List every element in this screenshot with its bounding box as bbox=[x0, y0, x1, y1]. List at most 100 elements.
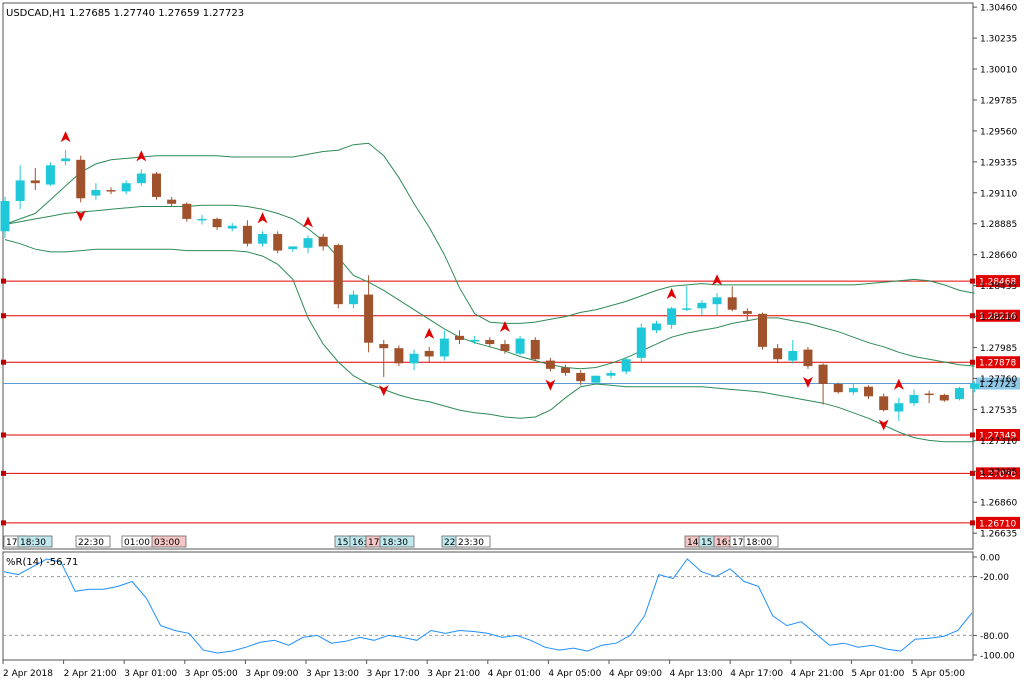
candle-bear bbox=[530, 339, 540, 360]
candle-bull bbox=[651, 323, 661, 331]
candle-bear bbox=[333, 245, 343, 305]
sell-arrow-icon bbox=[424, 327, 435, 339]
candle-bull bbox=[970, 383, 980, 389]
level-price-tag bbox=[976, 309, 1020, 322]
time-tick-label: 4 Apr 13:00 bbox=[670, 669, 723, 679]
time-tick-label: 3 Apr 13:00 bbox=[306, 669, 359, 679]
candle-bull bbox=[636, 327, 646, 358]
candle-bull bbox=[91, 190, 101, 196]
session-badge-label: 17: bbox=[368, 538, 382, 548]
price-tick-label: 1.28210 bbox=[980, 313, 1017, 323]
time-tick-label: 3 Apr 09:00 bbox=[245, 669, 298, 679]
session-badge bbox=[455, 535, 491, 548]
price-tick-label: 1.29335 bbox=[980, 158, 1017, 168]
price-tick-label: 1.29560 bbox=[980, 127, 1017, 137]
candle-bull bbox=[894, 403, 904, 412]
price-tick-label: 1.26635 bbox=[980, 530, 1017, 540]
session-badge-label: 15: bbox=[701, 538, 715, 548]
williams-r-series bbox=[3, 558, 973, 654]
level-price-label: 1.27349 bbox=[979, 431, 1016, 441]
price-tick-label: 1.30010 bbox=[980, 66, 1017, 76]
session-badge bbox=[75, 535, 111, 548]
candle-bear bbox=[803, 349, 813, 367]
session-badge-label: 01:00 bbox=[124, 538, 150, 548]
signal-arrows bbox=[60, 131, 904, 431]
candle-bear bbox=[394, 348, 404, 364]
current-price-tag bbox=[976, 377, 1020, 390]
candle-bull bbox=[848, 388, 858, 393]
sell-arrow-icon bbox=[893, 378, 904, 390]
level-price-tag bbox=[976, 516, 1020, 529]
indicator-tick-label: -80.00 bbox=[980, 632, 1009, 642]
candle-bear bbox=[242, 225, 252, 244]
level-price-label: 1.27070 bbox=[979, 470, 1016, 480]
price-tick-label: 1.28660 bbox=[980, 251, 1017, 261]
level-price-tag bbox=[976, 356, 1020, 369]
level-anchor-right bbox=[970, 470, 975, 476]
bollinger-upper-band bbox=[4, 142, 975, 324]
indicator-tick-label: -100.00 bbox=[980, 652, 1015, 662]
time-tick-label: 4 Apr 17:00 bbox=[730, 669, 783, 679]
candle-bear bbox=[833, 383, 843, 393]
candle-bull bbox=[227, 225, 237, 229]
candle-bear bbox=[30, 180, 40, 184]
candle-bear bbox=[500, 344, 510, 351]
price-tick-label: 1.28435 bbox=[980, 282, 1017, 292]
candle-bear bbox=[182, 203, 192, 219]
candle-bull bbox=[0, 201, 10, 232]
session-badge bbox=[151, 535, 187, 548]
session-badge-label: 16: bbox=[352, 538, 366, 548]
session-badge-label: 17: bbox=[732, 538, 746, 548]
candle-bull bbox=[515, 338, 525, 354]
candle-bear bbox=[152, 173, 161, 197]
price-tick-label: 1.30460 bbox=[980, 4, 1017, 14]
time-tick-label: 4 Apr 21:00 bbox=[791, 669, 844, 679]
sell-arrow-icon bbox=[60, 131, 71, 143]
level-price-tag bbox=[976, 275, 1020, 288]
time-tick-label: 4 Apr 01:00 bbox=[488, 669, 541, 679]
candle-bear bbox=[106, 190, 116, 192]
candle-bear bbox=[364, 294, 374, 343]
session-badge-label: 15: bbox=[337, 538, 351, 548]
session-badge-label: 16: bbox=[716, 538, 730, 548]
price-tick-label: 1.27310 bbox=[980, 437, 1017, 447]
level-price-label: 1.27878 bbox=[979, 359, 1016, 369]
candle-bull bbox=[197, 218, 207, 221]
candle-bear bbox=[545, 360, 555, 369]
sell-arrow-icon bbox=[136, 150, 147, 162]
level-price-tag bbox=[976, 428, 1020, 441]
level-anchor-right bbox=[970, 359, 975, 365]
time-tick-label: 3 Apr 05:00 bbox=[185, 669, 238, 679]
candle-bull bbox=[288, 246, 298, 250]
indicator-tick-label: 0.00 bbox=[980, 554, 1000, 564]
price-tick-label: 1.27760 bbox=[980, 375, 1017, 385]
main-plot-area bbox=[2, 2, 974, 550]
chart-title: USDCAD,H1 1.27685 1.27740 1.27659 1.2772… bbox=[6, 8, 244, 19]
level-anchor-left bbox=[1, 313, 6, 319]
time-tick-label: 2 Apr 21:00 bbox=[64, 669, 117, 679]
candle-bull bbox=[439, 338, 449, 357]
candle-bull bbox=[697, 302, 707, 309]
level-anchor-right bbox=[970, 432, 975, 438]
candle-bull bbox=[667, 308, 677, 325]
bollinger-lower-band bbox=[4, 239, 975, 443]
candle-bear bbox=[576, 372, 586, 382]
level-anchor-right bbox=[970, 313, 975, 319]
candle-bull bbox=[621, 359, 631, 372]
candle-bull bbox=[909, 394, 919, 404]
candle-bear bbox=[318, 236, 328, 247]
candle-bull bbox=[303, 238, 313, 248]
session-badge-label: 18:30 bbox=[382, 538, 408, 548]
price-tick-label: 1.29110 bbox=[980, 189, 1017, 199]
candle-bull bbox=[712, 297, 722, 305]
candle-bear bbox=[424, 350, 434, 357]
candle-bear bbox=[879, 396, 889, 411]
candle-bull bbox=[258, 234, 268, 244]
indicator-axis: 0.00 -20.00 -80.00 -100.00 bbox=[973, 554, 1015, 662]
candle-bull bbox=[606, 372, 616, 376]
candle-bear bbox=[773, 348, 783, 360]
candle-bull bbox=[409, 353, 419, 364]
time-axis: 2 Apr 2018 2 Apr 21:00 3 Apr 01:00 3 Apr 05… bbox=[2, 660, 965, 679]
candle-bear bbox=[924, 393, 934, 396]
buy-arrow-icon bbox=[378, 385, 389, 397]
